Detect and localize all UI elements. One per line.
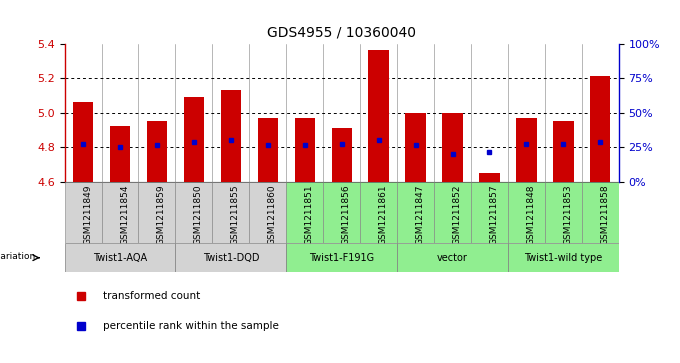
Text: Twist1-F191G: Twist1-F191G (309, 253, 374, 263)
Text: GSM1211857: GSM1211857 (490, 184, 498, 245)
Bar (147, 121, 167, 182)
Bar (139, 182, 175, 243)
Bar (286, 243, 397, 272)
Title: GDS4955 / 10360040: GDS4955 / 10360040 (267, 26, 416, 40)
Text: GSM1211854: GSM1211854 (120, 184, 129, 245)
Bar (471, 182, 508, 243)
Text: GSM1211852: GSM1211852 (453, 184, 462, 245)
Text: transformed count: transformed count (103, 291, 201, 301)
Bar (397, 243, 508, 272)
Text: GSM1211848: GSM1211848 (526, 184, 535, 245)
Bar (443, 113, 462, 182)
Bar (212, 182, 250, 243)
Text: GSM1211851: GSM1211851 (305, 184, 313, 245)
Bar (554, 121, 573, 182)
Bar (65, 182, 101, 243)
Text: genotype/variation: genotype/variation (0, 252, 35, 261)
Text: GSM1211849: GSM1211849 (83, 184, 92, 245)
Bar (508, 243, 619, 272)
Bar (508, 182, 545, 243)
Text: Twist1-AQA: Twist1-AQA (93, 253, 147, 263)
Bar (175, 182, 212, 243)
Bar (73, 102, 93, 182)
Text: GSM1211858: GSM1211858 (600, 184, 609, 245)
Bar (590, 76, 611, 182)
Text: GSM1211850: GSM1211850 (194, 184, 203, 245)
Bar (397, 182, 434, 243)
Text: GSM1211853: GSM1211853 (564, 184, 573, 245)
Text: GSM1211860: GSM1211860 (268, 184, 277, 245)
Bar (479, 173, 500, 182)
Bar (286, 182, 323, 243)
Text: GSM1211855: GSM1211855 (231, 184, 240, 245)
Bar (294, 118, 315, 182)
Bar (175, 243, 286, 272)
Bar (582, 182, 619, 243)
Bar (110, 126, 130, 182)
Text: vector: vector (437, 253, 468, 263)
Text: Twist1-DQD: Twist1-DQD (203, 253, 259, 263)
Text: Twist1-wild type: Twist1-wild type (524, 253, 602, 263)
Bar (258, 118, 278, 182)
Bar (516, 118, 537, 182)
Bar (545, 182, 582, 243)
Text: GSM1211861: GSM1211861 (379, 184, 388, 245)
Text: GSM1211847: GSM1211847 (415, 184, 424, 245)
Bar (369, 50, 389, 182)
Bar (65, 243, 175, 272)
Bar (332, 128, 352, 182)
Bar (184, 97, 204, 182)
Bar (405, 113, 426, 182)
Text: GSM1211856: GSM1211856 (342, 184, 351, 245)
Bar (101, 182, 139, 243)
Bar (221, 90, 241, 182)
Bar (360, 182, 397, 243)
Bar (323, 182, 360, 243)
Bar (434, 182, 471, 243)
Text: percentile rank within the sample: percentile rank within the sample (103, 321, 279, 331)
Text: GSM1211859: GSM1211859 (157, 184, 166, 245)
Bar (250, 182, 286, 243)
